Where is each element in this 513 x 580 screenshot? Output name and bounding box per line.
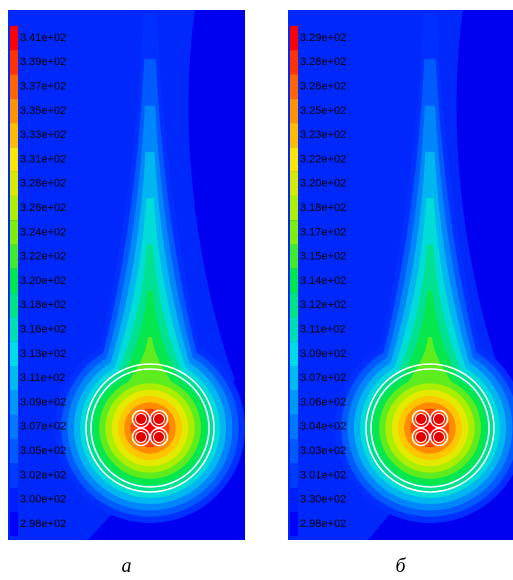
legend-swatch	[10, 390, 18, 414]
legend-label: 3.05e+02	[20, 445, 66, 457]
legend-label: 3.22e+02	[300, 153, 346, 165]
legend-swatch	[10, 512, 18, 536]
legend-swatch	[290, 366, 298, 390]
legend-swatch	[10, 269, 18, 293]
legend-label: 3.16e+02	[20, 324, 66, 336]
legend-swatch	[290, 99, 298, 123]
legend-swatch	[10, 245, 18, 269]
conductor	[154, 414, 165, 425]
legend-swatch	[10, 220, 18, 244]
legend-label: 3.04e+02	[300, 421, 346, 433]
legend-label: 3.28e+02	[300, 56, 346, 68]
legend-swatch	[290, 26, 298, 50]
legend-label: 3.14e+02	[300, 275, 346, 287]
legend-label: 3.41e+02	[20, 32, 66, 44]
legend-swatch	[10, 123, 18, 147]
conductor	[434, 432, 445, 443]
legend-label: 3.33e+02	[20, 129, 66, 141]
figure: 3.41e+02 3.39e+02 3.37e+02 3.35e+02 3.33e+02…	[0, 0, 513, 580]
legend-swatch	[10, 415, 18, 439]
legend-label: 3.09e+02	[300, 348, 346, 360]
legend-label: 3.09e+02	[20, 396, 66, 408]
legend-swatch	[10, 172, 18, 196]
legend-label: 3.11e+02	[20, 372, 65, 384]
legend-swatch	[10, 99, 18, 123]
legend-label: 3.35e+02	[20, 105, 66, 117]
legend-label: 3.17e+02	[300, 226, 346, 238]
legend-swatch	[290, 50, 298, 74]
legend-label: 3.26e+02	[20, 202, 66, 214]
conductor	[154, 432, 165, 443]
caption: б	[395, 555, 406, 577]
legend-swatch	[290, 439, 298, 463]
legend-label: 3.24e+02	[20, 226, 66, 238]
legend-label: 3.15e+02	[300, 251, 346, 263]
legend-swatch	[290, 269, 298, 293]
legend-label: 3.12e+02	[300, 299, 346, 311]
legend-swatch	[10, 196, 18, 220]
legend-label: 3.30e+02	[300, 494, 346, 506]
legend-swatch	[10, 26, 18, 50]
conductor	[136, 432, 147, 443]
legend-label: 3.26e+02	[300, 81, 346, 93]
legend-swatch	[290, 172, 298, 196]
legend-label: 3.07e+02	[300, 372, 346, 384]
legend-swatch	[290, 390, 298, 414]
legend-swatch	[10, 50, 18, 74]
legend-swatch	[290, 123, 298, 147]
legend-swatch	[290, 342, 298, 366]
caption: a	[122, 555, 132, 577]
legend-label: 3.18e+02	[20, 299, 66, 311]
legend-swatch	[10, 317, 18, 341]
legend-label: 3.29e+02	[300, 32, 346, 44]
legend-label: 3.11e+02	[300, 324, 345, 336]
legend-swatch	[290, 196, 298, 220]
legend-swatch	[290, 317, 298, 341]
legend-label: 3.01e+02	[300, 469, 346, 481]
legend-swatch	[10, 74, 18, 98]
legend-label: 3.22e+02	[20, 251, 66, 263]
legend-label: 3.37e+02	[20, 81, 66, 93]
conductor	[136, 414, 147, 425]
legend-swatch	[290, 147, 298, 171]
legend-label: 3.20e+02	[300, 178, 346, 190]
legend-label: 3.07e+02	[20, 421, 66, 433]
legend-swatch	[10, 488, 18, 512]
legend-swatch	[10, 342, 18, 366]
legend-label: 3.13e+02	[20, 348, 66, 360]
legend-swatch	[290, 74, 298, 98]
legend-swatch	[290, 463, 298, 487]
conductor	[416, 414, 427, 425]
legend-label: 3.39e+02	[20, 56, 66, 68]
legend-label: 3.00e+02	[20, 494, 66, 506]
legend-label: 3.18e+02	[300, 202, 346, 214]
conductor	[416, 432, 427, 443]
legend-swatch	[290, 245, 298, 269]
legend-label: 3.25e+02	[300, 105, 346, 117]
legend-label: 3.31e+02	[20, 153, 66, 165]
legend-swatch	[10, 293, 18, 317]
legend-swatch	[290, 220, 298, 244]
legend-label: 3.20e+02	[20, 275, 66, 287]
legend-label: 3.06e+02	[300, 396, 346, 408]
legend-label: 3.23e+02	[300, 129, 346, 141]
legend-swatch	[290, 512, 298, 536]
legend-label: 3.28e+02	[20, 178, 66, 190]
legend-label: 2.98e+02	[20, 518, 66, 530]
legend-label: 3.02e+02	[20, 469, 66, 481]
legend-swatch	[10, 439, 18, 463]
legend-swatch	[10, 366, 18, 390]
legend-label: 2.98e+02	[300, 518, 346, 530]
conductor	[434, 414, 445, 425]
legend-swatch	[290, 488, 298, 512]
legend-swatch	[290, 415, 298, 439]
legend-swatch	[290, 293, 298, 317]
legend-swatch	[10, 147, 18, 171]
legend-swatch	[10, 463, 18, 487]
legend-label: 3.03e+02	[300, 445, 346, 457]
